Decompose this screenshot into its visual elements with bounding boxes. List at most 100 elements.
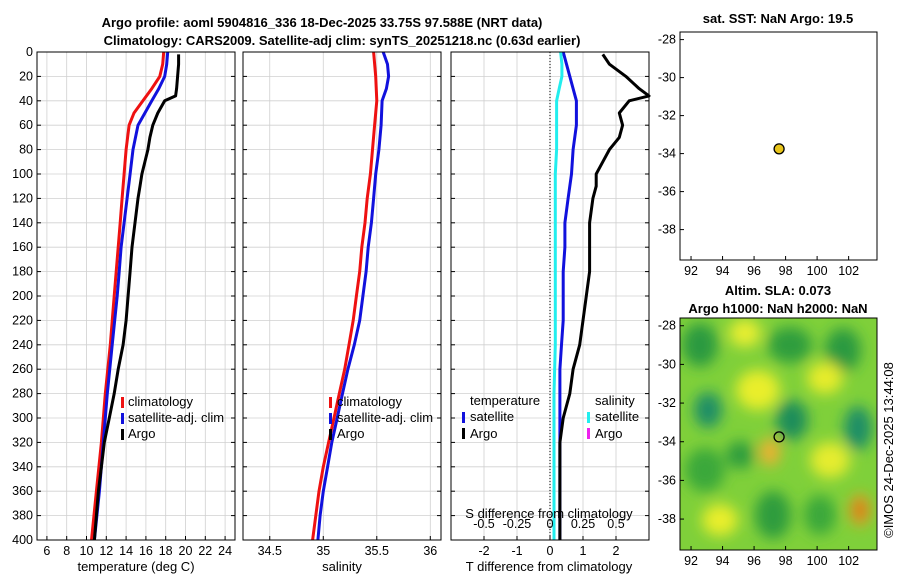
sst-map-frame xyxy=(679,31,878,261)
x-tick-label: 12 xyxy=(99,544,113,558)
salinity-legend: climatology satellite-adj. clim Argo xyxy=(329,394,433,441)
map-y-tick-label: -38 xyxy=(658,223,676,237)
y-tick-label: 180 xyxy=(12,265,33,279)
y-tick-label: 140 xyxy=(12,216,33,230)
legend-swatch-satellite-adj xyxy=(121,413,124,424)
x-tick-label: 35.5 xyxy=(365,544,389,558)
legend-swatch-climatology xyxy=(121,397,124,408)
legend-swatch-satellite-adj xyxy=(329,413,332,424)
x-tick-label: -1 xyxy=(511,544,522,558)
y-tick-label: 220 xyxy=(12,313,33,327)
map-x-tick-label: 96 xyxy=(747,554,761,568)
y-tick-label: 320 xyxy=(12,435,33,449)
x-tick-label: 35 xyxy=(316,544,330,558)
map-x-tick-label: 92 xyxy=(684,264,698,278)
legend-label-s-argo: Argo xyxy=(595,426,622,441)
x-tick-label: 20 xyxy=(179,544,193,558)
x-tick-label: 0 xyxy=(547,544,554,558)
series-line-satellite-adj-clim xyxy=(92,51,170,541)
map-y-tick-label: -32 xyxy=(658,109,676,123)
legend-label-climatology: climatology xyxy=(337,394,403,409)
y-tick-label: 300 xyxy=(12,411,33,425)
map-y-tick-label: -36 xyxy=(658,185,676,199)
s-tick-label: 0.25 xyxy=(571,517,595,531)
map-y-tick-label: -28 xyxy=(658,33,676,47)
map-x-tick-label: 94 xyxy=(716,264,730,278)
s-difference-xlabel: S difference from climatology xyxy=(465,506,633,521)
map-y-tick-label: -38 xyxy=(658,512,676,526)
y-tick-label: 100 xyxy=(12,167,33,181)
legend-swatch-t-argo xyxy=(462,428,465,439)
map-x-tick-label: 94 xyxy=(716,554,730,568)
series-line-t-argo xyxy=(558,53,651,540)
map-y-tick-label: -30 xyxy=(658,357,676,371)
y-tick-label: 120 xyxy=(12,191,33,205)
map-y-tick-label: -34 xyxy=(658,435,676,449)
sst-map-panel: sat. SST: NaN Argo: 19.5 92 94 96 98 100 102 -… xyxy=(658,11,878,278)
sla-map-frame xyxy=(679,317,878,551)
legend-label-s-satellite: satellite xyxy=(595,409,639,424)
map-y-tick-label: -28 xyxy=(658,319,676,333)
x-tick-label: 22 xyxy=(198,544,212,558)
y-tick-label: 200 xyxy=(12,289,33,303)
x-tick-label: 1 xyxy=(580,544,587,558)
temperature-panel: 0 20 40 60 80 100 120 140 160 180 200 220 240 260 280 3… xyxy=(12,45,236,574)
difference-panel: -2 -1 0 1 2 -0.5 -0.25 0 0.25 0.5 T difference fr… xyxy=(450,51,651,574)
y-tick-label: 400 xyxy=(12,533,33,547)
s-tick-label: -0.5 xyxy=(473,517,495,531)
x-tick-label: 34.5 xyxy=(258,544,282,558)
x-tick-label: 14 xyxy=(119,544,133,558)
legend-swatch-t-satellite xyxy=(462,412,465,423)
y-tick-label: 240 xyxy=(12,338,33,352)
salinity-xlabel: salinity xyxy=(322,559,362,574)
legend-label-argo: Argo xyxy=(128,426,155,441)
legend-label-satellite-adj: satellite-adj. clim xyxy=(128,410,224,425)
x-tick-label: 2 xyxy=(613,544,620,558)
x-tick-label: 24 xyxy=(218,544,232,558)
sla-map-title-line2: Argo h1000: NaN h2000: NaN xyxy=(688,301,867,316)
y-tick-label: 360 xyxy=(12,484,33,498)
y-tick-label: 0 xyxy=(26,45,33,59)
map-x-tick-label: 102 xyxy=(838,554,859,568)
s-tick-label: -0.25 xyxy=(503,517,532,531)
x-tick-label: 16 xyxy=(139,544,153,558)
sla-map-panel: Altim. SLA: 0.073 Argo h1000: NaN h2000:… xyxy=(658,283,878,568)
x-tick-label: 10 xyxy=(80,544,94,558)
salinity-panel: 34.5 35 35.5 36 salinity climatology satell… xyxy=(242,51,442,574)
difference-legend: temperature satellite Argo salinity sate… xyxy=(462,393,639,441)
legend-label-argo: Argo xyxy=(337,426,364,441)
map-x-tick-label: 98 xyxy=(779,554,793,568)
sla-heatmap xyxy=(680,318,877,550)
y-tick-label: 380 xyxy=(12,509,33,523)
legend-swatch-s-satellite xyxy=(587,412,590,423)
map-y-tick-label: -32 xyxy=(658,396,676,410)
x-tick-label: 18 xyxy=(159,544,173,558)
y-tick-label: 40 xyxy=(19,94,33,108)
legend-swatch-s-argo xyxy=(587,428,590,439)
legend-label-climatology: climatology xyxy=(128,394,194,409)
legend-title-temperature: temperature xyxy=(470,393,540,408)
map-x-tick-label: 96 xyxy=(747,264,761,278)
series-line-climatology xyxy=(90,51,166,541)
x-tick-label: 8 xyxy=(63,544,70,558)
sla-map-title-line1: Altim. SLA: 0.073 xyxy=(725,283,831,298)
temperature-legend: climatology satellite-adj. clim Argo xyxy=(121,394,224,441)
legend-swatch-argo xyxy=(329,429,332,440)
y-tick-label: 60 xyxy=(19,118,33,132)
legend-title-salinity: salinity xyxy=(595,393,635,408)
map-y-tick-label: -36 xyxy=(658,473,676,487)
y-tick-label: 80 xyxy=(19,143,33,157)
series-line-s-satellite xyxy=(552,51,564,540)
map-x-tick-label: 98 xyxy=(779,264,793,278)
legend-swatch-argo xyxy=(121,429,124,440)
y-tick-label: 260 xyxy=(12,362,33,376)
argo-location-marker xyxy=(773,431,785,443)
legend-swatch-climatology xyxy=(329,397,332,408)
x-tick-label: 36 xyxy=(423,544,437,558)
figure-title-line2: Climatology: CARS2009. Satellite-adj cli… xyxy=(104,33,581,48)
argo-location-marker xyxy=(773,143,785,155)
map-y-tick-label: -30 xyxy=(658,71,676,85)
x-tick-label: 6 xyxy=(43,544,50,558)
x-tick-label: -2 xyxy=(478,544,489,558)
